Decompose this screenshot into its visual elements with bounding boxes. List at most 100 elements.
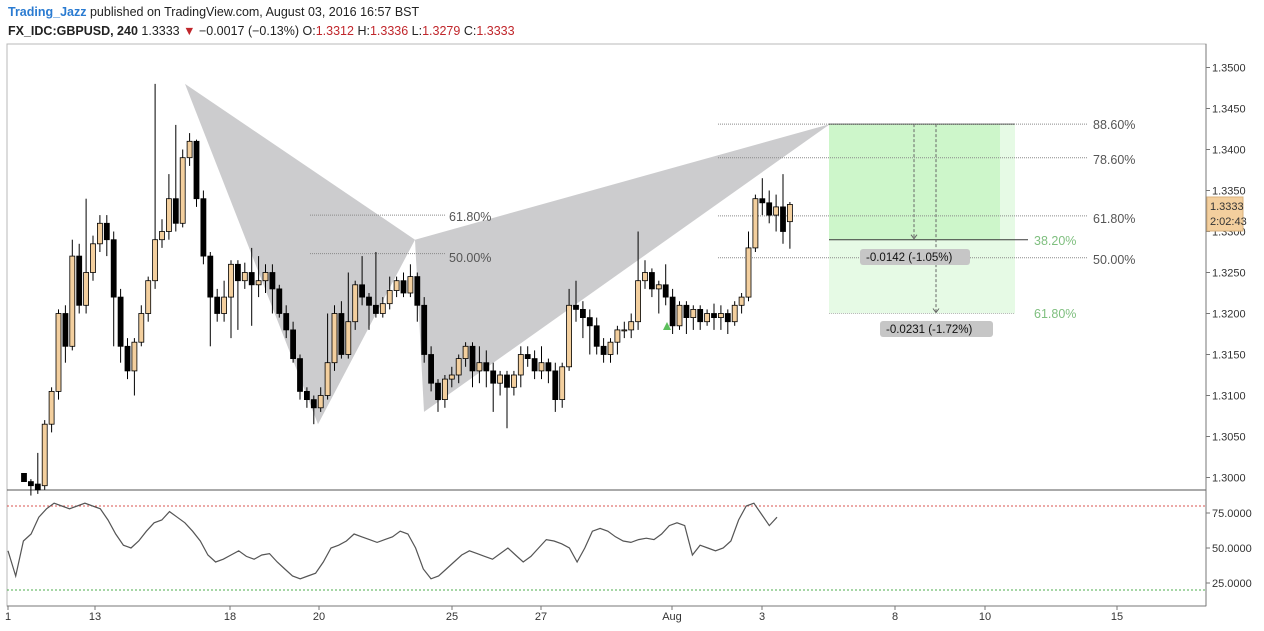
candle-up [407,276,414,294]
price-tick-label: 1.3250 [1212,268,1246,280]
candle-up [131,341,138,372]
candles[interactable] [21,83,793,496]
fib-right-label: 88.60% [1093,118,1135,132]
time-tick-label: 20 [313,611,325,623]
low-label: L: [411,24,423,38]
candle-up [718,313,724,318]
down-arrow-icon: ▼ [179,24,199,38]
candle-down [649,272,655,290]
candle-down [27,481,34,487]
candle-down [117,296,124,347]
candle-down [469,345,476,372]
low-value: 1.3279 [422,24,461,38]
candle-up [538,362,545,372]
price-tick-label: 1.3000 [1212,473,1246,485]
candle-up [379,303,386,314]
candle-up [745,247,752,298]
candle-down [172,198,179,224]
candle-up [48,390,55,425]
candle-down [338,313,345,355]
rsi-tick-label: 50.0000 [1212,543,1252,555]
candle-up [255,280,262,286]
price-tick-label: 1.3400 [1212,145,1246,157]
time-tick-label: 18 [224,611,236,623]
candle-down [669,296,676,327]
candle-up [145,280,152,314]
candle-up [138,313,145,343]
candle-down [724,313,731,323]
candle-up [773,206,779,216]
candle-down [310,399,317,409]
candle-down [697,308,704,323]
candle-down [483,362,490,372]
time-axis[interactable]: 1 13 18 20 25 27 Aug 3 8 10 15 [5,606,1123,623]
price-tick-label: 1.3150 [1212,350,1246,362]
candle-down [711,313,717,318]
candle-up [41,423,48,487]
candle-up [676,304,683,327]
arrow-head-icon [932,308,940,314]
measure-box[interactable] [860,249,970,265]
candle-up [345,321,352,355]
arrow-head-icon [910,234,918,240]
candle-down [586,317,593,327]
candle-down [504,374,510,388]
candle-down [21,472,27,482]
candle-down [531,358,538,372]
rsi-pane[interactable]: 25.0000 50.0000 75.0000 [7,502,1252,591]
candle-up [614,329,621,343]
candle-up [165,198,172,232]
target-label: 38.20% [1034,234,1076,248]
candle-down [400,280,407,294]
candle-down [600,345,607,355]
high-label: H: [357,24,370,38]
candle-down [76,255,83,306]
author-link[interactable]: Trading_Jazz [8,5,87,19]
candle-up [476,362,483,372]
candle-up [559,366,566,400]
time-tick-label: 15 [1111,611,1123,623]
candle-down [62,313,69,347]
candle-up [448,374,455,380]
symbol-label[interactable]: FX_IDC:GBPUSD, 240 [8,24,138,38]
candle-down [297,358,303,392]
badge-countdown: 2:02:43 [1210,216,1247,228]
candle-down [552,370,559,400]
candle-down [766,202,773,216]
candle-up [262,272,269,282]
last-price-badge [1206,196,1244,232]
price-tick-label: 1.3500 [1212,63,1246,75]
candle-up [386,290,393,305]
candle-down [269,272,276,290]
measure-box[interactable] [880,321,993,337]
candle-up [55,313,62,392]
candle-down [524,354,531,359]
candle-down [200,198,207,257]
candle-down [545,362,552,372]
fib-right-label: 61.80% [1093,212,1135,226]
candle-down [759,198,766,204]
price-axis[interactable]: 1.3000 1.3050 1.3100 1.3150 1.3200 1.3250 1.33… [1206,63,1246,485]
candle-up [179,157,186,224]
target-zones[interactable] [829,123,1028,314]
candle-up [566,304,572,368]
candle-down [372,304,379,314]
candle-up [752,198,759,249]
candle-down [214,296,221,314]
harmonic-pattern[interactable] [185,83,830,425]
candle-up [655,284,662,290]
fib-left-label: 61.80% [449,210,491,224]
price-change: −0.0017 (−0.13%) [198,24,300,38]
rsi-tick-label: 25.0000 [1212,578,1252,590]
candle-down [110,239,117,298]
fib-levels [310,123,1088,259]
chart-frame [6,43,1207,607]
candle-up [228,263,234,298]
candle-down [234,263,241,282]
candle-up [731,304,738,323]
candle-down [683,304,690,318]
candle-up [352,284,359,323]
time-tick-label: 27 [535,611,547,623]
candle-up [324,362,331,396]
